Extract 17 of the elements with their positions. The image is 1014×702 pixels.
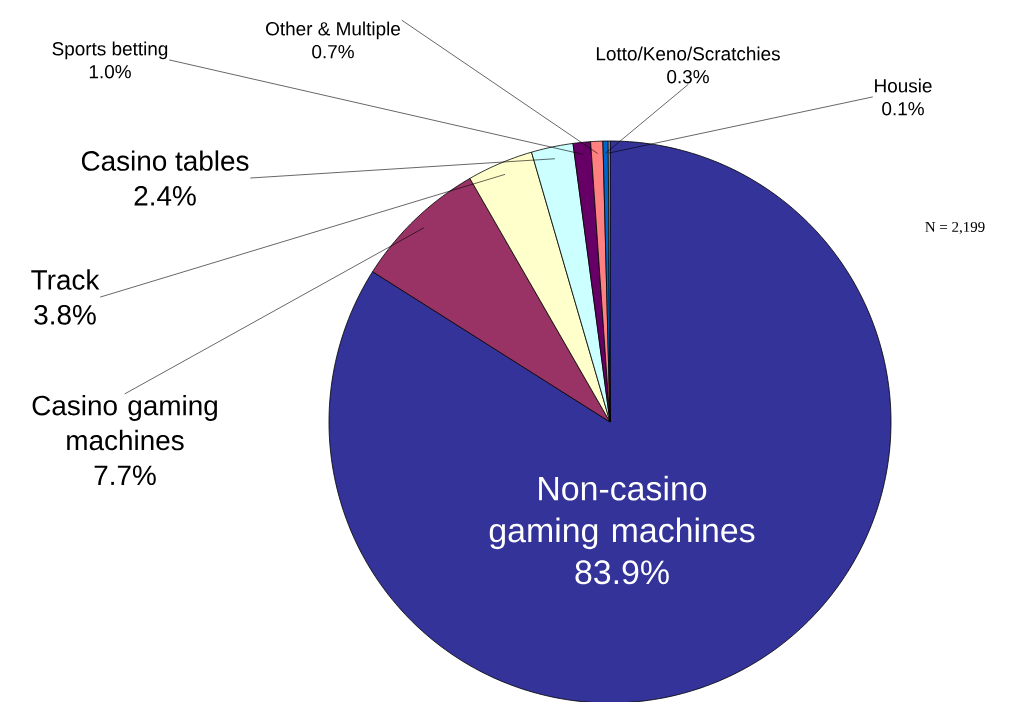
data-label: 7.7% (94, 465, 156, 486)
data-label: 3.8% (34, 304, 96, 325)
data-label: 0.7% (312, 44, 354, 59)
slice-label: Other & Multiple (266, 21, 400, 40)
slice-label: Casino gaming machines (32, 394, 217, 451)
data-label: 2.4% (134, 185, 196, 206)
data-label: 0.3% (667, 69, 709, 84)
data-label: 1.0% (89, 64, 131, 79)
slice-label: Lotto/Keno/Scratchies (596, 46, 780, 61)
slice-label: Housie (875, 78, 932, 93)
data-label: 0.1% (882, 101, 924, 116)
slice-label: Track (31, 269, 100, 290)
data-label: 83.9% (575, 560, 669, 585)
slice-label: Casino tables (81, 150, 249, 171)
text: N = 2,199 (925, 221, 985, 235)
slice-label: Non-casino gaming machines (489, 475, 755, 550)
slice-label: Sports betting (52, 41, 168, 60)
